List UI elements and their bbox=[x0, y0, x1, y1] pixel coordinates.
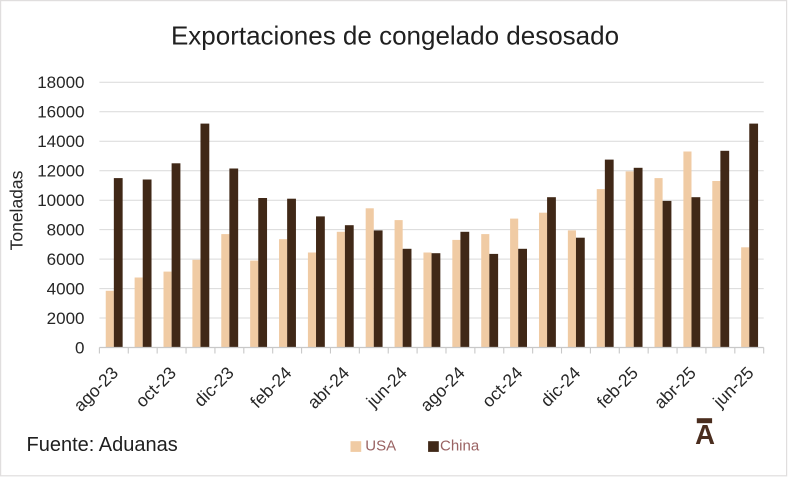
svg-text:China: China bbox=[440, 438, 480, 455]
svg-text:2000: 2000 bbox=[47, 309, 85, 328]
svg-text:12000: 12000 bbox=[37, 162, 84, 181]
svg-text:4000: 4000 bbox=[47, 279, 85, 298]
svg-text:A: A bbox=[695, 419, 715, 450]
svg-text:Fuente: Aduanas: Fuente: Aduanas bbox=[27, 434, 178, 456]
svg-text:18000: 18000 bbox=[37, 73, 84, 92]
svg-text:14000: 14000 bbox=[37, 132, 84, 151]
svg-text:6000: 6000 bbox=[47, 250, 85, 269]
svg-text:10000: 10000 bbox=[37, 191, 84, 210]
svg-text:0: 0 bbox=[75, 338, 84, 357]
svg-text:USA: USA bbox=[365, 438, 396, 455]
svg-text:Exportaciones de congelado des: Exportaciones de congelado desosado bbox=[171, 21, 619, 51]
svg-text:16000: 16000 bbox=[37, 103, 84, 122]
svg-text:Toneladas: Toneladas bbox=[7, 170, 27, 250]
svg-text:8000: 8000 bbox=[47, 220, 85, 239]
